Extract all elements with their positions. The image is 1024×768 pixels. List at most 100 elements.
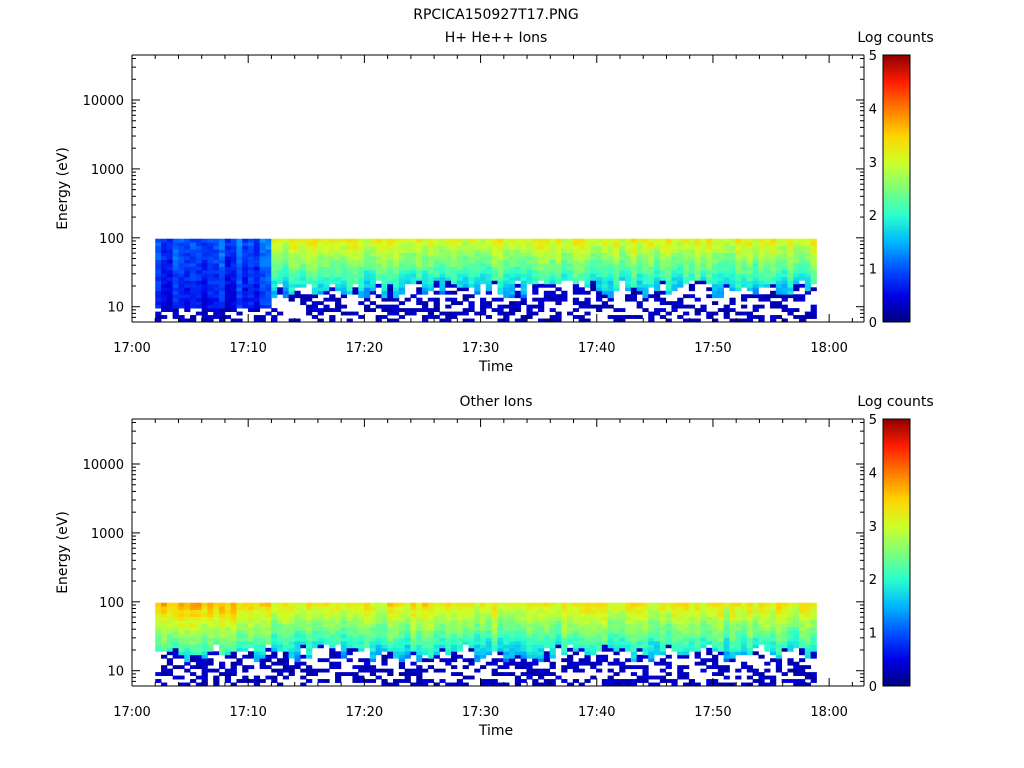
heatmap-cell: [265, 304, 272, 309]
heatmap-cell: [532, 637, 539, 642]
heatmap-cell: [497, 616, 504, 621]
heatmap-cell: [474, 238, 481, 243]
heatmap-cell: [561, 640, 568, 645]
heatmap-cell: [375, 651, 382, 656]
heatmap-cell: [503, 609, 510, 614]
heatmap-cell: [636, 263, 643, 267]
heatmap-cell: [462, 620, 469, 624]
heatmap-cell: [416, 668, 423, 673]
heatmap-cell: [306, 637, 313, 642]
heatmap-cell: [236, 616, 243, 621]
colorbar-strip: [883, 155, 910, 158]
heatmap-cell: [706, 620, 713, 624]
heatmap-cell: [735, 651, 742, 656]
heatmap-cell: [555, 640, 562, 645]
heatmap-cell: [590, 620, 597, 624]
heatmap-cell: [190, 633, 197, 638]
heatmap-cell: [375, 675, 382, 680]
heatmap-cell: [294, 290, 301, 295]
heatmap-cell: [433, 297, 440, 302]
heatmap-cell: [155, 280, 162, 285]
heatmap-cell: [485, 290, 493, 295]
heatmap-cell: [288, 318, 295, 323]
heatmap-cell: [451, 665, 458, 670]
heatmap-cell: [387, 259, 394, 264]
heatmap-cell: [503, 273, 510, 278]
heatmap-cell: [625, 640, 632, 645]
heatmap-cell: [329, 252, 336, 257]
heatmap-cell: [236, 304, 243, 309]
heatmap-cell: [700, 637, 707, 642]
heatmap-cell: [190, 613, 197, 617]
heatmap-cell: [340, 613, 348, 617]
heatmap-cell: [248, 273, 255, 278]
heatmap-cell: [387, 318, 394, 323]
heatmap-cell: [271, 606, 278, 611]
heatmap-cell: [184, 682, 191, 687]
heatmap-cell: [630, 651, 638, 656]
heatmap-cell: [451, 269, 458, 274]
heatmap-cell: [352, 252, 359, 257]
heatmap-cell: [236, 658, 243, 663]
heatmap-cell: [387, 647, 394, 652]
heatmap-cell: [543, 640, 551, 645]
y-tick-label: 10: [107, 665, 124, 680]
heatmap-cell: [741, 637, 748, 642]
colorbar-strip: [883, 233, 910, 236]
colorbar-tick-label: 5: [869, 413, 877, 428]
heatmap-cell: [271, 259, 278, 264]
heatmap-cell: [793, 308, 800, 312]
heatmap-cell: [311, 238, 319, 243]
heatmap-cell: [288, 256, 295, 260]
heatmap-cell: [230, 273, 237, 278]
heatmap-cell: [271, 640, 278, 645]
heatmap-cell: [288, 283, 295, 288]
heatmap-cell: [329, 249, 336, 253]
heatmap-cell: [729, 616, 736, 621]
heatmap-cell: [659, 602, 667, 607]
heatmap-cell: [619, 682, 626, 687]
heatmap-cell: [555, 242, 562, 247]
heatmap-cell: [491, 661, 498, 666]
heatmap-cell: [294, 623, 301, 628]
colorbar-strip: [883, 501, 910, 505]
heatmap-cell: [224, 252, 232, 257]
colorbar-strip: [883, 630, 910, 634]
heatmap-cell: [166, 627, 174, 631]
heatmap-cell: [671, 245, 678, 250]
heatmap-cell: [729, 242, 736, 247]
heatmap-cell: [712, 644, 719, 649]
heatmap-cell: [248, 256, 255, 260]
heatmap-cell: [659, 606, 667, 611]
heatmap-cell: [665, 613, 672, 617]
heatmap-cell: [445, 682, 452, 687]
heatmap-cell: [561, 238, 568, 243]
heatmap-cell: [491, 630, 498, 635]
heatmap-cell: [584, 301, 591, 306]
heatmap-cell: [567, 658, 574, 663]
heatmap-cell: [311, 280, 319, 285]
heatmap-cell: [178, 259, 185, 264]
heatmap-cell: [549, 679, 556, 683]
heatmap-cell: [294, 616, 301, 621]
heatmap-cell: [259, 238, 266, 243]
heatmap-cell: [509, 644, 516, 649]
heatmap-cell: [451, 672, 458, 676]
heatmap-cell: [654, 283, 661, 288]
heatmap-cell: [775, 637, 783, 642]
heatmap-cell: [746, 616, 754, 621]
heatmap-cell: [369, 263, 377, 267]
heatmap-cell: [224, 675, 232, 680]
heatmap-cell: [741, 616, 748, 621]
heatmap-cell: [607, 280, 614, 285]
heatmap-cell: [381, 637, 388, 642]
heatmap-cell: [683, 620, 690, 624]
colorbar-strip: [883, 463, 910, 467]
heatmap-cell: [509, 290, 516, 295]
heatmap-cell: [282, 640, 290, 645]
heatmap-cell: [277, 245, 284, 250]
heatmap-cell: [410, 252, 417, 257]
heatmap-cell: [648, 616, 655, 621]
heatmap-cell: [683, 654, 690, 659]
heatmap-cell: [509, 259, 516, 264]
